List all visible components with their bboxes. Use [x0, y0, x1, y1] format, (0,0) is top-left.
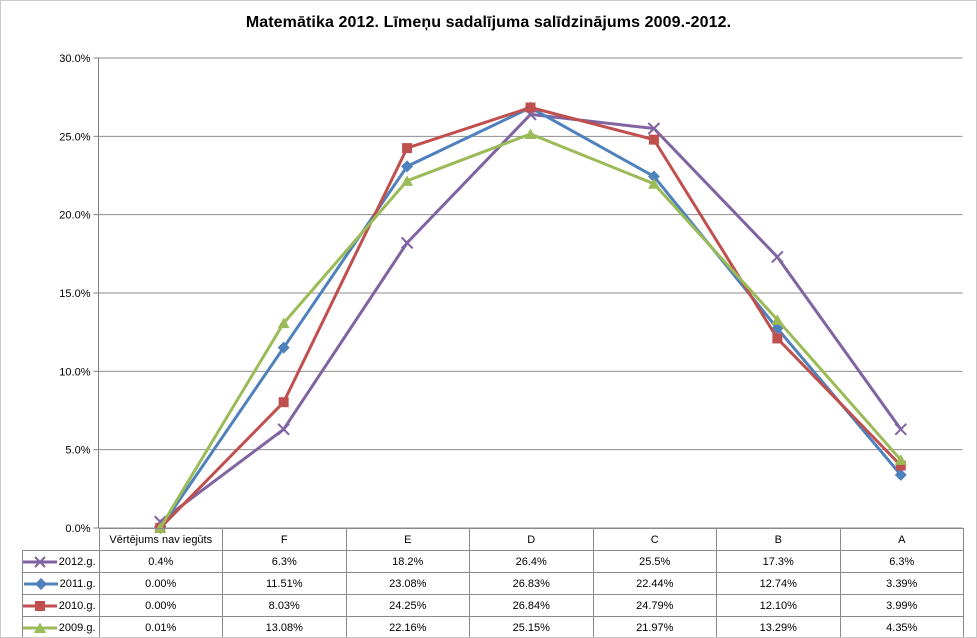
- series-line-2011g: [158, 106, 902, 529]
- data-point-marker: [772, 333, 783, 344]
- legend-item: 2009.g.: [22, 616, 99, 637]
- table-value-cell: 22.16%: [345, 616, 469, 637]
- table-value-cell: 17.3%: [716, 550, 840, 572]
- table-header-cell: F: [222, 528, 346, 550]
- table-value-cell: 25.15%: [469, 616, 593, 637]
- data-point-marker: [277, 317, 290, 329]
- y-axis-tick-label: 10.0%: [59, 366, 90, 378]
- legend-item: 2011.g.: [22, 572, 99, 594]
- table-value-cell: 21.97%: [592, 616, 716, 637]
- series-line-2009g: [158, 132, 902, 529]
- y-axis-tick-label: 0.0%: [65, 523, 90, 535]
- data-point-marker: [401, 160, 414, 173]
- data-table: Vērtējums nav iegūts F E D C B A 2012.g. 0.4% 6.3…: [22, 528, 964, 637]
- data-point-marker: [277, 341, 290, 354]
- data-point-marker: [402, 143, 413, 154]
- triangle-marker-icon: [22, 622, 57, 633]
- data-point-marker: [647, 178, 660, 189]
- data-point-marker: [154, 522, 167, 533]
- table-value-cell: 3.99%: [839, 594, 963, 616]
- data-point-marker: [771, 314, 784, 325]
- y-axis-tick-label: 30.0%: [59, 53, 90, 65]
- data-point-marker: [894, 423, 907, 436]
- table-value-cell: 4.35%: [839, 616, 963, 637]
- table-value-cell: 13.29%: [716, 616, 840, 637]
- legend-marker: [34, 555, 46, 568]
- data-point-marker: [894, 468, 907, 481]
- table-corner-cell: [22, 528, 99, 550]
- table-value-cell: 12.74%: [716, 572, 840, 594]
- chart-title: Matemātika 2012. Līmeņu sadalījuma salīd…: [245, 14, 732, 31]
- table-value-cell: 26.83%: [469, 572, 593, 594]
- table-header-cell: D: [469, 528, 593, 550]
- y-axis-tick-label: 5.0%: [65, 445, 90, 457]
- legend-label: 2010.g.: [58, 599, 96, 612]
- legend-label: 2009.g.: [58, 621, 96, 634]
- table-value-cell: 23.08%: [345, 572, 469, 594]
- table-value-cell: 0.01%: [98, 616, 222, 637]
- table-value-cell: 24.25%: [345, 594, 469, 616]
- x-marker-icon: [22, 555, 57, 568]
- table-value-cell: 0.00%: [98, 594, 222, 616]
- series-line-2012g: [159, 112, 903, 523]
- diamond-marker-icon: [23, 577, 58, 590]
- table-value-cell: 25.5%: [592, 550, 716, 572]
- table-value-cell: 6.3%: [839, 550, 963, 572]
- table-value-cell: 24.79%: [592, 594, 716, 616]
- data-point-marker: [277, 423, 290, 436]
- legend-item: 2012.g.: [22, 550, 99, 572]
- table-value-cell: 12.10%: [716, 594, 840, 616]
- table-value-cell: 26.84%: [469, 594, 593, 616]
- data-point-marker: [278, 397, 289, 408]
- table-header-cell: B: [716, 528, 840, 550]
- y-axis-tick-label: 15.0%: [59, 288, 90, 300]
- table-header-cell: C: [592, 528, 716, 550]
- series-line-2010g: [159, 106, 902, 530]
- table-value-cell: 0.4%: [98, 550, 222, 572]
- data-point-marker: [400, 236, 414, 250]
- legend-marker: [33, 622, 46, 633]
- y-axis-tick-label: 25.0%: [59, 131, 90, 143]
- legend-label: 2011.g.: [59, 577, 96, 590]
- legend-label: 2012.g.: [58, 555, 96, 568]
- data-point-marker: [524, 128, 537, 139]
- table-value-cell: 26.4%: [469, 550, 593, 572]
- table-header-cell: E: [345, 528, 469, 550]
- data-point-marker: [647, 170, 660, 183]
- table-value-cell: 6.3%: [222, 550, 346, 572]
- table-value-cell: 18.2%: [345, 550, 469, 572]
- legend-marker: [34, 577, 47, 590]
- data-point-marker: [401, 175, 414, 186]
- data-point-marker: [895, 460, 906, 471]
- square-marker-icon: [22, 600, 57, 611]
- table-header-cell: A: [839, 528, 963, 550]
- data-point-marker: [647, 122, 661, 135]
- table-value-cell: 0.00%: [98, 572, 222, 594]
- table-value-cell: 8.03%: [222, 594, 346, 616]
- table-value-cell: 3.39%: [839, 572, 963, 594]
- table-value-cell: 22.44%: [592, 572, 716, 594]
- y-axis-tick-label: 20.0%: [59, 210, 90, 222]
- legend-marker: [34, 600, 45, 611]
- table-value-cell: 13.08%: [222, 616, 346, 637]
- data-point-marker: [525, 102, 536, 113]
- table-value-cell: 11.51%: [222, 572, 346, 594]
- data-point-marker: [771, 250, 784, 264]
- data-point-marker: [894, 454, 907, 465]
- data-point-marker: [648, 134, 659, 145]
- legend-item: 2010.g.: [22, 594, 99, 616]
- table-header-cell: Vērtējums nav iegūts: [98, 528, 222, 550]
